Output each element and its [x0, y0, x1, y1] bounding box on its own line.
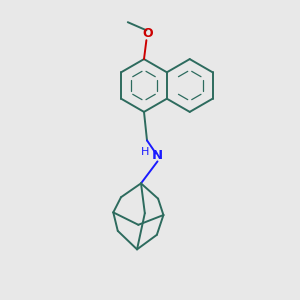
Text: N: N [152, 149, 163, 163]
Text: H: H [141, 147, 149, 158]
Text: O: O [142, 27, 153, 40]
